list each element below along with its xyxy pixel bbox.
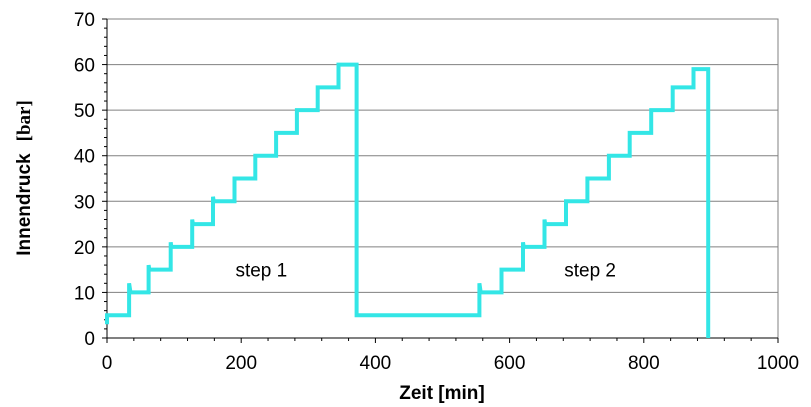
y-axis-ticks: 0 10 20 30 40 50 60 70	[74, 10, 107, 350]
y-tick-label-70: 70	[74, 10, 95, 31]
x-axis-ticks: 0 200 400 600 800 1000	[102, 338, 799, 374]
y-tick-label-10: 10	[74, 283, 95, 304]
x-tick-label-600: 600	[494, 353, 526, 374]
y-axis-title-unit: [bar]	[14, 100, 35, 141]
y-tick-label-20: 20	[74, 238, 95, 259]
y-tick-label-0: 0	[84, 329, 95, 350]
annotations: step 1 step 2	[235, 261, 616, 282]
y-axis-title-text: Innendruck	[14, 153, 35, 256]
x-tick-label-800: 800	[628, 353, 660, 374]
grid-lines	[107, 64, 778, 293]
pressure-series-line	[105, 62, 711, 338]
y-tick-label-30: 30	[74, 192, 95, 213]
y-axis-title: Innendruck [bar]	[14, 100, 35, 256]
x-tick-label-400: 400	[360, 353, 392, 374]
x-tick-label-1000: 1000	[757, 353, 799, 374]
plot-frame	[106, 18, 779, 339]
annotation-step-1: step 1	[235, 261, 287, 282]
x-axis-title: Zeit [min]	[399, 383, 485, 404]
y-tick-label-60: 60	[74, 56, 95, 77]
annotation-step-2: step 2	[564, 261, 616, 282]
y-tick-label-40: 40	[74, 147, 95, 168]
x-tick-label-200: 200	[225, 353, 257, 374]
x-tick-label-0: 0	[102, 353, 113, 374]
y-tick-label-50: 50	[74, 101, 95, 122]
